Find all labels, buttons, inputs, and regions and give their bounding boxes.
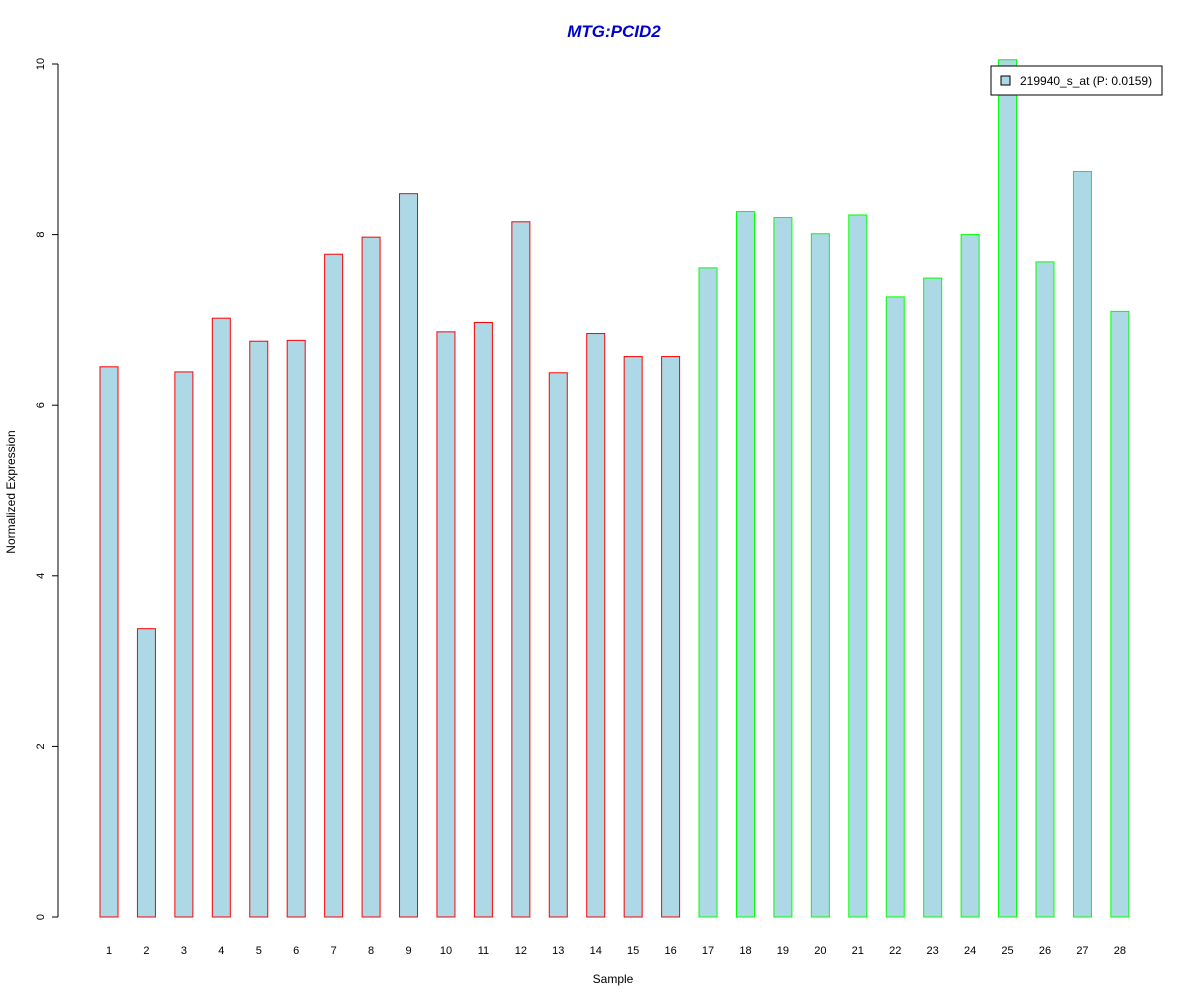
x-tick-label: 11	[478, 945, 489, 957]
y-tick-label: 4	[35, 573, 47, 579]
y-axis-label: Normalized Expression	[4, 430, 18, 553]
x-tick-label: 18	[739, 945, 751, 957]
x-tick-label: 10	[440, 945, 452, 957]
bar-sample-26	[1035, 261, 1055, 918]
bar-sample-20	[810, 233, 830, 918]
x-tick-label: 13	[552, 945, 564, 957]
x-axis-label: Sample	[593, 972, 634, 986]
bar-sample-19	[773, 217, 793, 918]
bar-sample-27	[1072, 170, 1092, 918]
x-tick-label: 23	[927, 945, 939, 957]
x-tick-label: 26	[1039, 945, 1051, 957]
x-tick-label: 21	[852, 945, 864, 957]
legend-box	[990, 65, 1163, 96]
bar-sample-8	[361, 236, 381, 918]
x-tick-label: 14	[590, 945, 602, 957]
bar-sample-7	[324, 253, 344, 918]
bar-sample-21	[848, 214, 868, 918]
bar-sample-1	[99, 366, 119, 918]
bar-sample-11	[473, 321, 493, 918]
x-tick-label: 16	[664, 945, 676, 957]
bar-sample-22	[885, 296, 905, 918]
y-tick-label: 8	[35, 232, 47, 238]
bar-sample-4	[211, 317, 231, 918]
x-tick-label: 12	[515, 945, 527, 957]
chart-title: MTG:PCID2	[567, 22, 661, 41]
y-tick-label: 2	[35, 743, 47, 749]
y-tick-label: 0	[35, 914, 47, 920]
bar-sample-18	[735, 211, 755, 918]
x-tick-label: 9	[405, 945, 411, 957]
x-tick-label: 6	[293, 945, 299, 957]
legend-label: 219940_s_at (P: 0.0159)	[1020, 74, 1152, 88]
bar-sample-6	[286, 339, 306, 918]
bar-sample-3	[174, 371, 194, 918]
x-tick-label: 20	[814, 945, 826, 957]
x-tick-label: 4	[218, 945, 224, 957]
bar-sample-13	[548, 372, 568, 918]
bar-sample-10	[436, 331, 456, 918]
bar-sample-28	[1110, 310, 1130, 918]
x-tick-label: 5	[256, 945, 262, 957]
x-tick-label: 3	[181, 945, 187, 957]
bar-sample-12	[511, 221, 531, 918]
bar-sample-17	[698, 267, 718, 918]
bar-sample-15	[623, 356, 643, 918]
y-tick-label: 6	[35, 402, 47, 408]
x-tick-label: 8	[368, 945, 374, 957]
x-tick-label: 28	[1114, 945, 1126, 957]
x-tick-label: 17	[702, 945, 714, 957]
x-tick-label: 24	[964, 945, 976, 957]
y-tick-label: 10	[35, 58, 47, 70]
x-tick-label: 27	[1076, 945, 1088, 957]
x-tick-labels: 1 2 3 4 5 6 7 8 9 10 11 12 13 14 15 16 17 18 19 20 21 22 23 24 2…	[106, 945, 1126, 957]
y-axis: 0 2 4 6 8 10	[35, 58, 59, 920]
bar-sample-16	[661, 356, 681, 918]
bar-sample-23	[923, 277, 943, 918]
legend: 219940_s_at (P: 0.0159)	[990, 65, 1163, 96]
x-tick-label: 19	[777, 945, 789, 957]
bar-sample-2	[136, 628, 156, 918]
bar-sample-14	[586, 333, 606, 918]
x-tick-label: 15	[627, 945, 639, 957]
bar-sample-5	[249, 340, 269, 918]
x-tick-label: 7	[331, 945, 337, 957]
x-tick-label: 2	[143, 945, 149, 957]
bars-group	[99, 59, 1130, 918]
bar-sample-9	[399, 193, 419, 918]
x-tick-label: 22	[889, 945, 901, 957]
legend-swatch	[1000, 75, 1011, 86]
x-tick-label: 1	[106, 945, 112, 957]
x-tick-label: 25	[1001, 945, 1013, 957]
bar-sample-25	[998, 59, 1018, 918]
bar-sample-24	[960, 234, 980, 918]
